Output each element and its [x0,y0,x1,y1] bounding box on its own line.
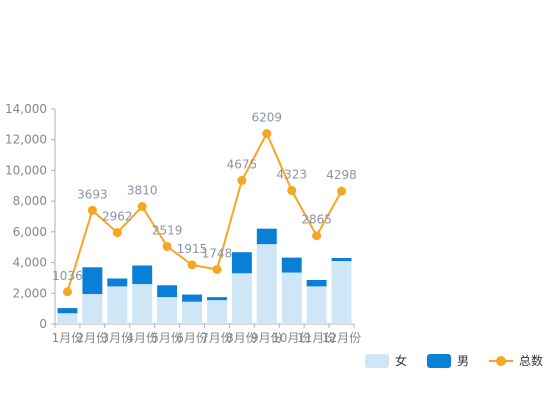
legend-label: 男 [457,354,469,368]
line-series [66,131,343,293]
line-point [87,205,97,215]
line-point [162,241,172,251]
legend-swatch [427,354,451,368]
line-point [112,228,122,238]
line-point [337,186,347,196]
bar [256,244,277,324]
line-point [237,175,247,185]
bar [107,278,128,287]
line-point [212,264,222,274]
x-tick-label: 1月份 [52,331,84,345]
data-label: 1036 [52,269,83,283]
y-tick-label: 8,000 [13,194,47,208]
bar [157,285,178,298]
y-axis: 0 2,000 4,000 6,000 8,000 10,000 12,000 14,000 [5,102,56,331]
bar [157,297,178,324]
data-label: 3693 [77,187,108,201]
data-label: 1748 [202,246,233,260]
y-tick-label: 2,000 [13,286,47,300]
bar [206,300,227,324]
y-tick-label: 4,000 [13,256,47,270]
line-point [137,202,147,212]
bar [281,272,302,324]
bar [132,284,153,324]
bar [256,228,277,245]
bar [182,294,203,302]
x-tick-label: 6月份 [176,331,208,345]
line-point [62,287,72,297]
x-tick-label: 11月份 [297,331,336,345]
x-tick-label: 10月份 [272,331,311,345]
bar [57,313,78,324]
data-label: 4298 [326,168,357,182]
x-tick-label: 9月份 [251,331,283,345]
bar [107,286,128,324]
bar [57,308,78,314]
data-label: 6209 [252,111,283,125]
data-label: 2519 [152,223,183,237]
data-label: 2962 [102,210,133,224]
x-tick-label: 5月份 [151,331,183,345]
y-tick-label: 12,000 [5,133,47,147]
bar [306,280,327,287]
bar [281,257,302,273]
y-tick-label: 6,000 [13,225,47,239]
bar [82,294,103,324]
legend-line-marker [496,356,506,366]
legend-swatch [365,354,389,368]
data-label: 4675 [227,157,258,171]
data-label: 2865 [301,213,332,227]
line-point [187,260,197,270]
x-tick-label: 4月份 [126,331,158,345]
x-tick-label: 7月份 [201,331,233,345]
data-label: 1915 [177,242,208,256]
legend-label: 女 [395,353,407,368]
line-point [287,185,297,195]
bar [331,261,352,324]
x-tick-label: 12月份 [322,331,361,345]
bar [182,301,203,324]
bar [231,252,252,274]
line-point [312,231,322,241]
bar [82,267,103,295]
y-tick-label: 14,000 [5,102,47,116]
data-label: 4323 [276,167,307,181]
x-tick-label: 2月份 [77,331,109,345]
bar-series-group [57,228,352,324]
bar [331,257,352,262]
bar [231,273,252,324]
y-tick-label: 0 [39,317,47,331]
bar [206,297,227,301]
y-tick-label: 10,000 [5,163,47,177]
bar [132,265,153,285]
legend[interactable]: 女 男 总数 [365,353,543,368]
data-label: 3810 [127,184,158,198]
x-tick-label: 8月份 [226,331,258,345]
bar [306,286,327,324]
legend-label: 总数 [519,353,543,368]
line-point [262,129,272,139]
x-tick-label: 3月份 [101,331,133,345]
